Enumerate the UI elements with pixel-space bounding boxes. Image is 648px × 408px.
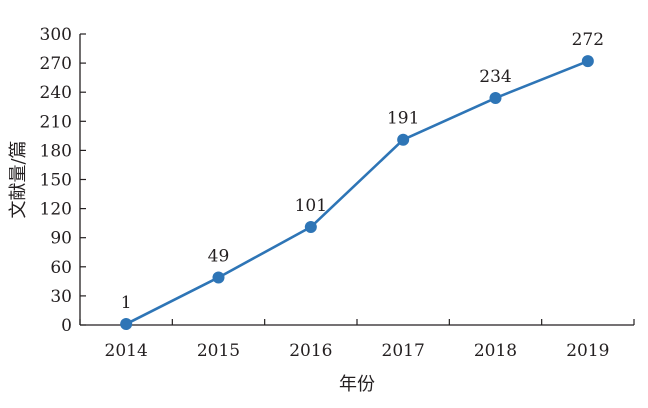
data-label: 234 — [479, 67, 511, 87]
data-label: 101 — [295, 196, 327, 216]
x-axis-ticks: 2014 2015 2016 2017 2018 2019 — [79, 319, 635, 361]
x-tick-label: 2016 — [289, 341, 332, 361]
x-tick-label: 2017 — [382, 341, 425, 361]
y-tick-label: 150 — [40, 171, 72, 191]
series-line — [125, 59, 589, 326]
y-tick-label: 180 — [40, 141, 72, 161]
data-label: 272 — [572, 30, 604, 50]
y-tick-label: 270 — [40, 54, 72, 74]
data-point — [397, 133, 410, 146]
series-group — [120, 55, 594, 331]
data-label: 191 — [387, 109, 419, 129]
x-axis-title: 年份 — [339, 374, 375, 395]
y-tick-label: 0 — [61, 316, 72, 336]
y-tick-label: 240 — [40, 83, 72, 103]
data-point — [489, 92, 502, 105]
axes — [79, 34, 634, 326]
data-point — [304, 221, 317, 234]
y-tick-label: 300 — [40, 25, 72, 45]
x-tick-label: 2018 — [474, 341, 517, 361]
x-tick-label: 2014 — [105, 341, 148, 361]
x-tick-label: 2015 — [197, 341, 240, 361]
y-tick-label: 30 — [50, 287, 72, 307]
data-label: 49 — [208, 246, 230, 266]
data-labels-group: 1 49 101 191 234 272 — [121, 30, 604, 313]
y-tick-label: 210 — [40, 112, 72, 132]
data-point — [212, 271, 225, 284]
y-tick-label: 120 — [40, 200, 72, 220]
y-axis-ticks: 0 30 60 90 120 150 180 210 240 270 300 — [40, 25, 86, 336]
data-point — [581, 55, 594, 68]
y-tick-label: 60 — [50, 258, 72, 278]
data-label: 1 — [121, 293, 132, 313]
x-tick-label: 2019 — [566, 341, 609, 361]
y-axis-title: 文献量/篇 — [8, 140, 29, 218]
data-point — [120, 318, 133, 331]
y-tick-label: 90 — [50, 229, 72, 249]
